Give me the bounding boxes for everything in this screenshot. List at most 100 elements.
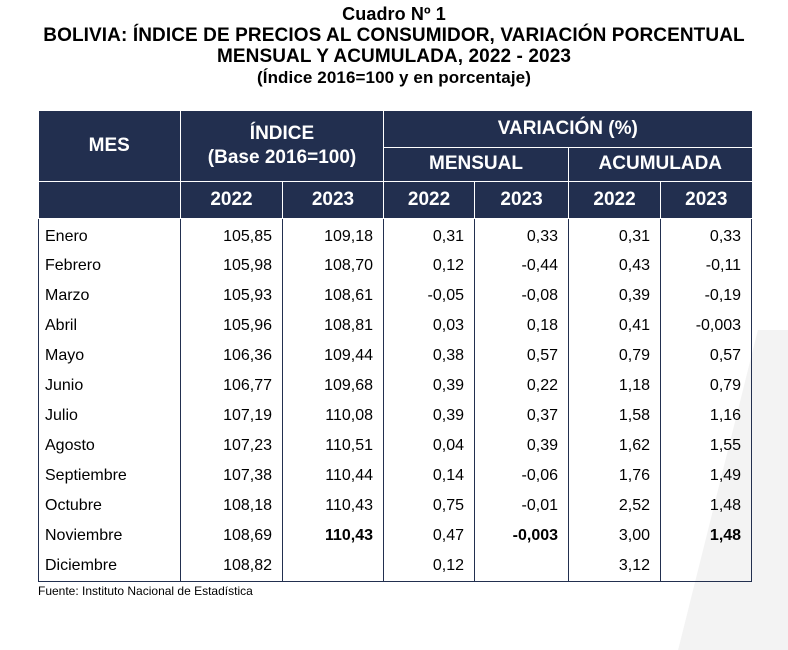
acumulada-2022-cell: 3,12 [568,550,662,582]
acumulada-2022-cell: 3,00 [568,520,662,551]
acumulada-2023-cell: -0,19 [660,280,753,311]
table-row: Octubre 108,18 110,43 0,75 -0,01 2,52 1,48 [38,490,753,521]
source-note: Fuente: Instituto Nacional de Estadístic… [38,584,253,598]
header-indice: ÍNDICE (Base 2016=100) [179,111,385,182]
header-year: 2023 [474,180,570,219]
header-year: 2023 [660,180,752,219]
table-number: Cuadro Nº 1 [342,4,446,24]
mensual-2022-cell: 0,03 [383,310,476,341]
table-subtitle: (Índice 2016=100 y en porcentaje) [256,68,531,87]
table-row: Agosto 107,23 110,51 0,04 0,39 1,62 1,55 [38,430,753,461]
acumulada-2023-cell: 1,49 [660,460,753,491]
indice-2023-cell: 110,43 [281,520,385,551]
mensual-2022-cell: 0,38 [383,340,476,371]
indice-2022-cell: 106,77 [180,370,283,401]
header-year: 2022 [568,180,662,219]
mensual-2023-cell: 0,37 [474,400,570,431]
table-title-line-2: MENSUAL Y ACUMULADA, 2022 - 2023 [216,46,572,67]
indice-2022-cell: 106,36 [180,340,283,371]
acumulada-2022-cell: 0,79 [568,340,662,371]
acumulada-2023-cell: -0,003 [660,310,753,341]
table-row: Enero 105,85 109,18 0,31 0,33 0,31 0,33 [38,218,753,251]
acumulada-2022-cell: 0,41 [568,310,662,341]
month-cell: Febrero [38,250,181,281]
indice-2022-cell: 105,85 [180,218,283,251]
table-row: Septiembre 107,38 110,44 0,14 -0,06 1,76 1,49 [38,460,753,491]
acumulada-2022-cell: 1,18 [568,370,662,401]
month-cell: Octubre [38,490,181,521]
header-mensual: MENSUAL [383,146,570,182]
acumulada-2023-cell: 0,79 [660,370,753,401]
acumulada-2022-cell: 0,31 [568,218,662,251]
acumulada-2023-cell: -0,11 [660,250,753,281]
indice-2023-cell: 108,61 [281,280,385,311]
acumulada-2023-cell [660,550,753,582]
acumulada-2022-cell: 2,52 [568,490,662,521]
month-cell: Noviembre [38,520,181,551]
mensual-2022-cell: 0,12 [383,250,476,281]
table-row: Abril 105,96 108,81 0,03 0,18 0,41 -0,003 [38,310,753,341]
indice-2022-cell: 108,18 [180,490,283,521]
mensual-2022-cell: 0,31 [383,218,476,251]
acumulada-2023-cell: 0,57 [660,340,753,371]
mensual-2022-cell: 0,39 [383,370,476,401]
indice-2022-cell: 105,96 [180,310,283,341]
table-row: Junio 106,77 109,68 0,39 0,22 1,18 0,79 [38,370,753,401]
acumulada-2022-cell: 0,43 [568,250,662,281]
month-cell: Julio [38,400,181,431]
mensual-2022-cell: 0,14 [383,460,476,491]
mensual-2022-cell: 0,12 [383,550,476,582]
month-cell: Marzo [38,280,181,311]
header-variacion: VARIACIÓN (%) [383,111,752,148]
header-indice-base: (Base 2016=100) [207,146,357,168]
indice-2023-cell: 108,81 [281,310,385,341]
indice-2022-cell: 107,38 [180,460,283,491]
indice-2023-cell: 108,70 [281,250,385,281]
table-title-line-1: BOLIVIA: ÍNDICE DE PRECIOS AL CONSUMIDOR… [43,25,745,46]
mensual-2023-cell: 0,18 [474,310,570,341]
mensual-2023-cell: -0,01 [474,490,570,521]
month-cell: Abril [38,310,181,341]
header-mes: MES [38,111,181,182]
month-cell: Diciembre [38,550,181,582]
mensual-2022-cell: 0,75 [383,490,476,521]
header-acumulada: ACUMULADA [568,146,752,182]
indice-2022-cell: 108,69 [180,520,283,551]
acumulada-2023-cell: 1,48 [660,520,753,551]
indice-2023-cell: 109,18 [281,218,385,251]
mensual-2023-cell: 0,33 [474,218,570,251]
month-cell: Enero [38,218,181,251]
indice-2023-cell: 110,51 [281,430,385,461]
indice-2023-cell: 109,44 [281,340,385,371]
header-year: 2023 [281,180,385,219]
table-row: Diciembre 108,82 0,12 3,12 [38,550,753,582]
acumulada-2022-cell: 1,58 [568,400,662,431]
mensual-2023-cell: -0,003 [474,520,570,551]
month-cell: Septiembre [38,460,181,491]
acumulada-2022-cell: 1,76 [568,460,662,491]
acumulada-2022-cell: 0,39 [568,280,662,311]
indice-2022-cell: 105,98 [180,250,283,281]
header-year: 2022 [383,180,476,219]
mensual-2023-cell: 0,22 [474,370,570,401]
acumulada-2022-cell: 1,62 [568,430,662,461]
indice-2023-cell: 110,43 [281,490,385,521]
indice-2023-cell: 109,68 [281,370,385,401]
mensual-2023-cell: 0,39 [474,430,570,461]
indice-2022-cell: 105,93 [180,280,283,311]
acumulada-2023-cell: 1,16 [660,400,753,431]
month-cell: Junio [38,370,181,401]
indice-2023-cell [281,550,385,582]
mensual-2022-cell: 0,39 [383,400,476,431]
month-cell: Mayo [38,340,181,371]
table-row: Febrero 105,98 108,70 0,12 -0,44 0,43 -0,11 [38,250,753,281]
mensual-2023-cell: 0,57 [474,340,570,371]
table-row: Noviembre 108,69 110,43 0,47 -0,003 3,00 1,48 [38,520,753,551]
mensual-2022-cell: -0,05 [383,280,476,311]
table-row: Julio 107,19 110,08 0,39 0,37 1,58 1,16 [38,400,753,431]
mensual-2023-cell [474,550,570,582]
ipc-table: MES ÍNDICE (Base 2016=100) VARIACIÓN (%)… [38,111,753,582]
header-year: 2022 [180,180,283,219]
mensual-2023-cell: -0,44 [474,250,570,281]
acumulada-2023-cell: 1,48 [660,490,753,521]
